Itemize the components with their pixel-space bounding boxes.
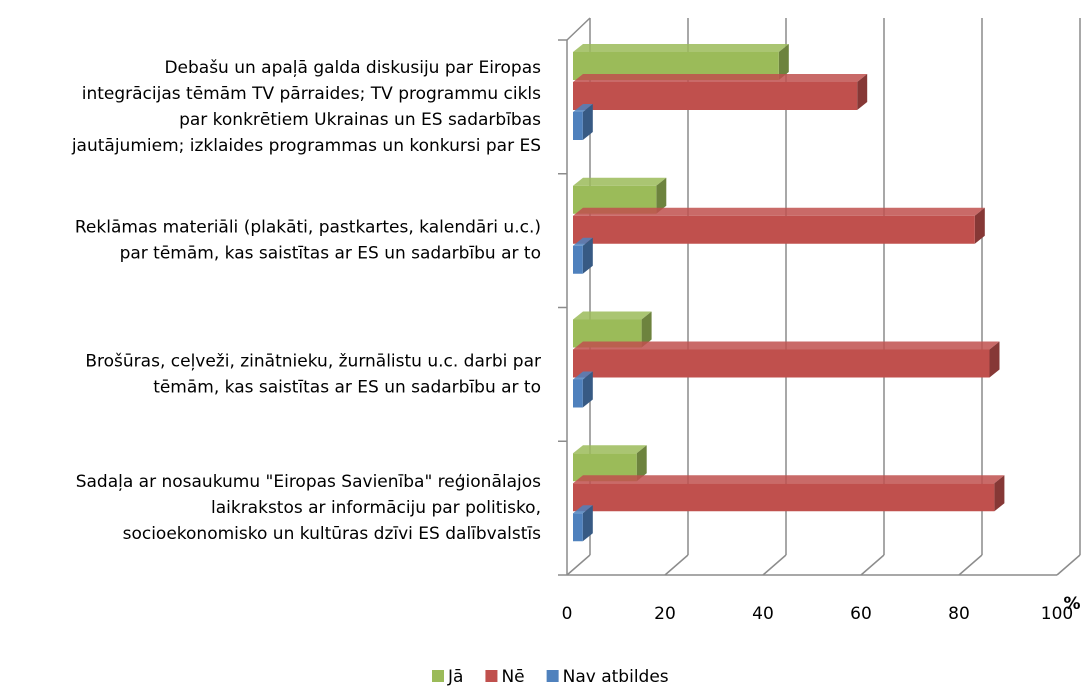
x-axis-label: % xyxy=(1063,594,1080,614)
bar xyxy=(573,513,583,542)
bar-top xyxy=(573,104,593,112)
legend-label: Nē xyxy=(501,667,524,686)
grid-line xyxy=(1056,554,1081,576)
x-tick-label: 100 xyxy=(1041,604,1073,624)
bar-side xyxy=(636,445,647,482)
category-label: Brošūras, ceļveži, zinātnieku, žurnālist… xyxy=(85,351,541,371)
axis-line xyxy=(566,17,591,41)
category-label: par tēmām, kas saistītas ar ES un sadarb… xyxy=(120,244,541,264)
bar-side xyxy=(582,505,593,542)
category-label: laikrakstos ar informāciju par politisko… xyxy=(211,498,541,518)
legend-swatch xyxy=(432,670,444,682)
x-tick-label: 60 xyxy=(850,604,872,624)
bar-top xyxy=(573,74,868,82)
bar-top xyxy=(573,44,789,52)
grid-line xyxy=(762,554,787,576)
bar-top xyxy=(573,237,593,246)
bar-side xyxy=(857,74,868,110)
bar-top xyxy=(573,445,647,454)
x-tick-label: 40 xyxy=(752,604,774,624)
category-label: jautājumiem; izklaides programmas un kon… xyxy=(71,136,541,156)
grid-line xyxy=(958,554,983,576)
bar-side xyxy=(582,104,593,140)
x-tick-label: 20 xyxy=(654,604,676,624)
bar-top xyxy=(573,475,1005,484)
category-label: Reklāmas materiāli (plakāti, pastkartes,… xyxy=(75,218,541,238)
grid-line xyxy=(566,554,591,576)
bar-top xyxy=(573,311,652,320)
x-tick-label: 0 xyxy=(562,604,573,624)
x-tick-label: 80 xyxy=(948,604,970,624)
bar-side xyxy=(989,341,1000,378)
legend-swatch xyxy=(546,670,559,682)
bar-top xyxy=(573,341,1000,350)
bar-top xyxy=(573,207,985,216)
category-label: Debašu un apaļā galda diskusiju par Eiro… xyxy=(164,58,541,78)
bar xyxy=(573,483,995,512)
bar-side xyxy=(778,44,789,80)
legend-swatch xyxy=(485,670,498,682)
legend-label: Jā xyxy=(447,667,463,686)
bar xyxy=(573,379,583,408)
grid-line xyxy=(664,554,689,576)
bar xyxy=(573,112,583,140)
grid-line xyxy=(860,554,885,576)
bar-side xyxy=(582,371,593,408)
category-label: socioekonomisko un kultūras dzīvi ES dal… xyxy=(123,524,542,544)
bar-side xyxy=(641,311,652,348)
bar-side xyxy=(994,475,1005,512)
bar-top xyxy=(573,371,593,380)
category-label: integrācijas tēmām TV pārraides; TV prog… xyxy=(82,84,541,104)
category-label: tēmām, kas saistītas ar ES un sadarbību … xyxy=(153,377,541,397)
bar-top xyxy=(573,505,593,514)
bar-side xyxy=(656,177,667,214)
bar xyxy=(573,245,583,274)
bar-side xyxy=(582,237,593,274)
bar xyxy=(573,215,975,244)
bar-side xyxy=(974,207,985,244)
category-label: par konkrētiem Ukrainas un ES sadarbības xyxy=(179,110,541,130)
bar xyxy=(573,349,990,378)
bar-top xyxy=(573,177,667,186)
legend-label: Nav atbildes xyxy=(563,667,669,686)
bar xyxy=(573,82,858,110)
category-label: Sadaļa ar nosaukumu "Eiropas Savienība" … xyxy=(76,472,541,492)
